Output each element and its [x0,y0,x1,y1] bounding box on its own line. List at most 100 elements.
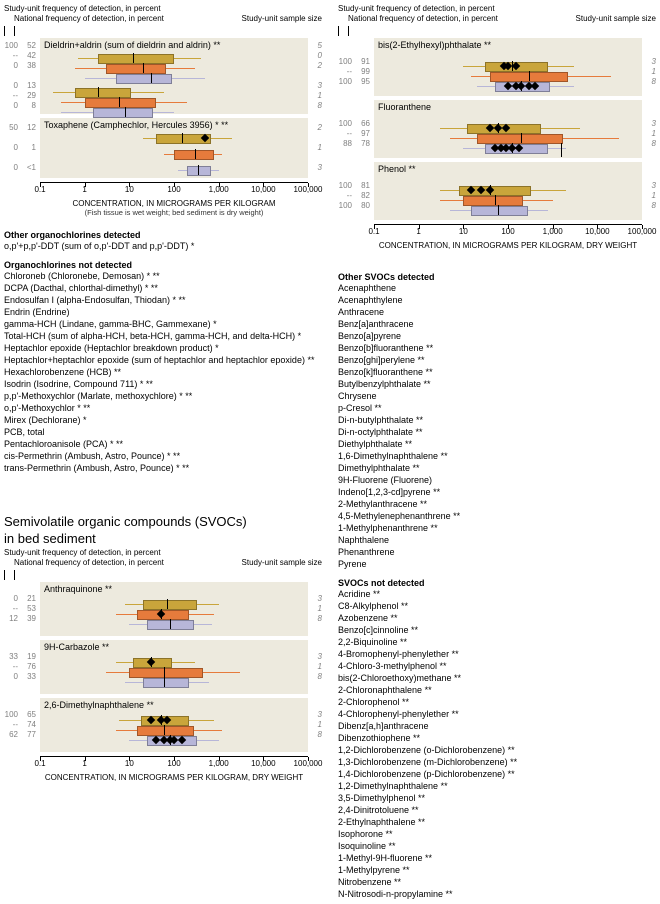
list-item: Diethylphthalate ** [338,438,656,450]
list-item: 2-Chlorophenol ** [338,696,656,708]
compound-list: Acridine **C8-Alkylphenol **Azobenzene *… [338,588,656,900]
list-item: C8-Alkylphenol ** [338,600,656,612]
list-item: Azobenzene ** [338,612,656,624]
left-freq: 10065--746277 [4,698,40,752]
panel: 021--531239 Anthraquinone ** 318 [4,582,322,636]
boxplot: Fluoranthene [374,100,642,158]
panel-title: 9H-Carbazole ** [44,642,109,652]
boxplot: Toxaphene (Camphechlor, Hercules 3956) *… [40,118,308,178]
header-line1: Study-unit frequency of detection, in pe… [4,4,161,13]
header-right: Study-unit sample size [242,14,322,23]
right-n: 318 [308,698,322,752]
header-right: Study-unit sample size [576,14,656,23]
list-item: Dimethylphthalate ** [338,462,656,474]
list-item: Dibenzothiophene ** [338,732,656,744]
list-item: 3,5-Dimethylphenol ** [338,792,656,804]
list-item: Naphthalene [338,534,656,546]
list-item: bis(2-Chloroethoxy)methane ** [338,672,656,684]
list-item: Isodrin (Isodrine, Compound 711) * ** [4,378,322,390]
list-item: 1,2-Dimethylnaphthalene ** [338,780,656,792]
list-item: p,p'-Methoxychlor (Marlate, methoxychlor… [4,390,322,402]
panel: 10081--8210080Phenol **318 [338,162,656,220]
boxplot: bis(2-Ethylhexyl)phthalate ** [374,38,642,96]
list-item: 2-Methylanthracene ** [338,498,656,510]
list-item: N-Nitrosodi-n-propylamine ** [338,888,656,900]
list-item: Benzo[c]cinnoline ** [338,624,656,636]
panel-title: Phenol ** [378,164,416,174]
boxplot: 2,6-Dimethylnaphthalene ** [40,698,308,752]
right-n: 318 [642,100,656,158]
panel: 10091--9910095bis(2-Ethylhexyl)phthalate… [338,38,656,96]
list-item: Anthracene [338,306,656,318]
right-n: 318 [308,640,322,694]
list-item: o,p'-Methoxychlor * ** [4,402,322,414]
boxplot: 9H-Carbazole ** [40,640,308,694]
list-item: Benzo[b]fluoranthene ** [338,342,656,354]
list-item: Pyrene [338,558,656,570]
list-item: Total-HCH (sum of alpha-HCH, beta-HCH, g… [4,330,322,342]
panel-title: Anthraquinone ** [44,584,112,594]
list-item: 1,6-Dimethylnaphthalene ** [338,450,656,462]
list-item: Endosulfan I (alpha-Endosulfan, Thiodan)… [4,294,322,306]
list-item: trans-Permethrin (Ambush, Astro, Pounce)… [4,462,322,474]
left-freq: 021--531239 [4,582,40,636]
compound-list: Chloroneb (Chloronebe, Demosan) * **DCPA… [4,270,322,474]
panel-title: Fluoranthene [378,102,431,112]
section-title: Semivolatile organic compounds (SVOCs) [4,514,322,529]
panel: 10065--746277 2,6-Dimethylnaphthalene ** 3… [4,698,322,752]
list-item: Acenaphthylene [338,294,656,306]
list-item: 1-Methylpyrene ** [338,864,656,876]
list-item: cis-Permethrin (Ambush, Astro, Pounce) *… [4,450,322,462]
list-heading: Other SVOCs detected [338,272,656,282]
left-freq: 3319--76033 [4,640,40,694]
list-heading: Other organochlorines detected [4,230,322,240]
list-item: gamma-HCH (Lindane, gamma-BHC, Gammexane… [4,318,322,330]
list-item: Chloroneb (Chloronebe, Demosan) * ** [4,270,322,282]
axis-header: Study-unit frequency of detection, in pe… [4,4,322,38]
list-item: Di-n-butylphthalate ** [338,414,656,426]
x-axis: 0.11101001,00010,000100,000CONCENTRATION… [40,182,308,222]
compound-list: o,p'+p,p'-DDT (sum of o,p'-DDT and p,p'-… [4,240,322,252]
panel-title: Dieldrin+aldrin (sum of dieldrin and ald… [44,40,220,50]
list-item: 1,2-Dichlorobenzene (o-Dichlorobenzene) … [338,744,656,756]
list-item: 2,2-Biquinoline ** [338,636,656,648]
list-item: Hexachlorobenzene (HCB) ** [4,366,322,378]
list-item: Phenanthrene [338,546,656,558]
left-freq: 10091--9910095 [338,38,374,96]
x-axis: 0.11101001,00010,000100,000CONCENTRATION… [374,224,642,264]
right-n: 213 [308,118,322,178]
list-heading: SVOCs not detected [338,578,656,588]
left-freq: 10052--42038013--2908 [4,38,40,114]
list-item: 2,4-Dinitrotoluene ** [338,804,656,816]
list-item: 1-Methyl-9H-fluorene ** [338,852,656,864]
right-n: 318 [308,582,322,636]
right-n: 502318 [308,38,322,114]
left-freq: 5012010<1 [4,118,40,178]
list-item: Chrysene [338,390,656,402]
list-item: Mirex (Dechlorane) * [4,414,322,426]
list-item: Isoquinoline ** [338,840,656,852]
list-item: Butylbenzylphthalate ** [338,378,656,390]
panel-title: Toxaphene (Camphechlor, Hercules 3956) *… [44,120,228,130]
panel-title: 2,6-Dimethylnaphthalene ** [44,700,154,710]
list-item: 9H-Fluorene (Fluorene) [338,474,656,486]
list-item: Heptachlor epoxide (Heptachlor breakdown… [4,342,322,354]
list-item: 4,5-Methylenephenanthrene ** [338,510,656,522]
list-item: 4-Chloro-3-methylphenol ** [338,660,656,672]
header-line1: Study-unit frequency of detection, in pe… [338,4,495,13]
boxplot: Phenol ** [374,162,642,220]
list-item: 1,3-Dichlorobenzene (m-Dichlorobenzene) … [338,756,656,768]
list-item: Benzo[k]fluoranthene ** [338,366,656,378]
list-item: Isophorone ** [338,828,656,840]
list-item: Benzo[ghi]perylene ** [338,354,656,366]
header-line2: National frequency of detection, in perc… [14,558,164,567]
boxplot: Dieldrin+aldrin (sum of dieldrin and ald… [40,38,308,114]
list-item: 2-Ethylnaphthalene ** [338,816,656,828]
header-line1: Study-unit frequency of detection, in pe… [4,548,161,557]
list-item: 4-Bromophenyl-phenylether ** [338,648,656,660]
axis-header: Study-unit frequency of detection, in pe… [338,4,656,38]
list-item: Dibenz[a,h]anthracene [338,720,656,732]
list-item: Di-n-octylphthalate ** [338,426,656,438]
compound-list: AcenaphtheneAcenaphthyleneAnthraceneBenz… [338,282,656,570]
right-n: 318 [642,38,656,96]
